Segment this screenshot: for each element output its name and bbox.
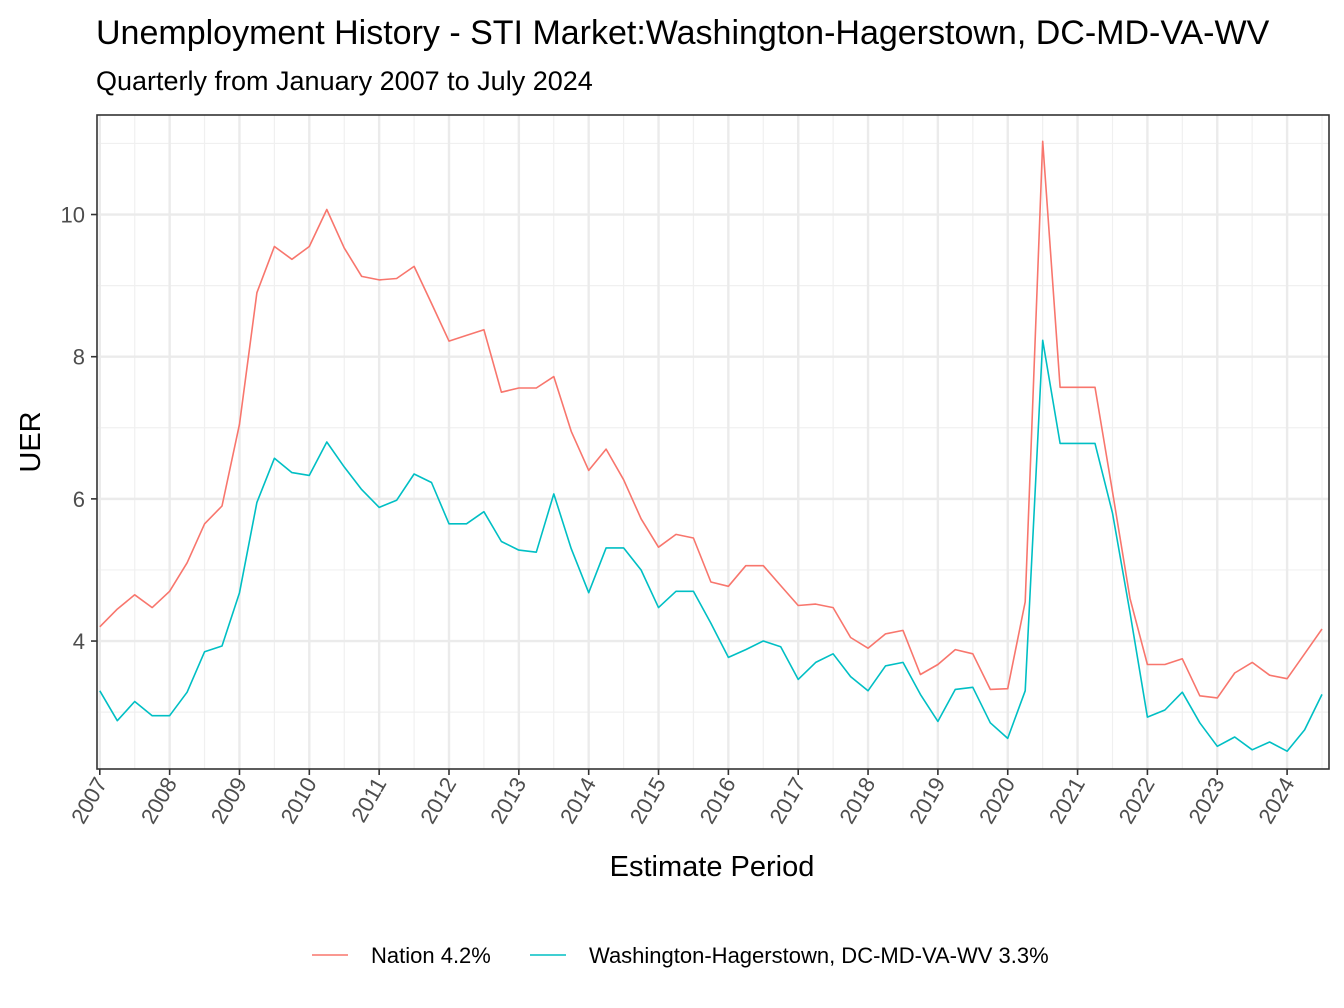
- x-tick-label: 2016: [695, 773, 741, 828]
- chart-title: Unemployment History - STI Market:Washin…: [96, 14, 1270, 52]
- plot-border: [96, 114, 1330, 770]
- x-axis: 2007 2008 2009 2010 2011 2012 2013 2014 2015 2016…: [66, 769, 1299, 828]
- x-tick-label: 2013: [485, 773, 531, 828]
- y-tick-label: 6: [73, 487, 85, 512]
- x-tick-label: 2021: [1044, 773, 1090, 828]
- y-axis-title: UER: [15, 411, 47, 472]
- legend-label-nation: Nation 4.2%: [371, 943, 491, 968]
- x-tick-label: 2012: [415, 773, 461, 828]
- x-tick-label: 2008: [136, 773, 182, 828]
- x-tick-label: 2007: [66, 773, 112, 828]
- plot-background: [97, 115, 1329, 769]
- plot-panel: [96, 114, 1330, 770]
- x-axis-title: Estimate Period: [610, 851, 815, 883]
- x-tick-label: 2014: [555, 773, 601, 828]
- x-tick-label: 2020: [974, 773, 1020, 828]
- x-tick-label: 2024: [1253, 773, 1299, 828]
- x-tick-label: 2015: [625, 773, 671, 828]
- x-tick-label: 2022: [1114, 773, 1160, 828]
- chart-subtitle: Quarterly from January 2007 to July 2024: [96, 66, 593, 96]
- x-tick-label: 2011: [346, 773, 391, 826]
- x-tick-label: 2009: [206, 773, 252, 828]
- x-tick-label: 2023: [1183, 773, 1229, 828]
- legend: Nation 4.2% Washington-Hagerstown, DC-MD…: [312, 943, 1049, 968]
- y-axis: 4 6 8 10: [61, 203, 97, 654]
- series-line-nation: [99, 140, 1323, 699]
- series-line-washington: [99, 339, 1323, 753]
- y-tick-label: 10: [61, 203, 85, 228]
- x-tick-label: 2017: [764, 773, 810, 828]
- x-tick-label: 2019: [904, 773, 950, 828]
- series-lines: [99, 140, 1323, 753]
- legend-label-washington: Washington-Hagerstown, DC-MD-VA-WV 3.3%: [589, 943, 1049, 968]
- y-tick-label: 4: [73, 629, 85, 654]
- x-tick-label: 2018: [834, 773, 880, 828]
- grid-lines: [97, 115, 1329, 769]
- y-tick-label: 8: [73, 345, 85, 370]
- x-tick-label: 2010: [276, 773, 322, 828]
